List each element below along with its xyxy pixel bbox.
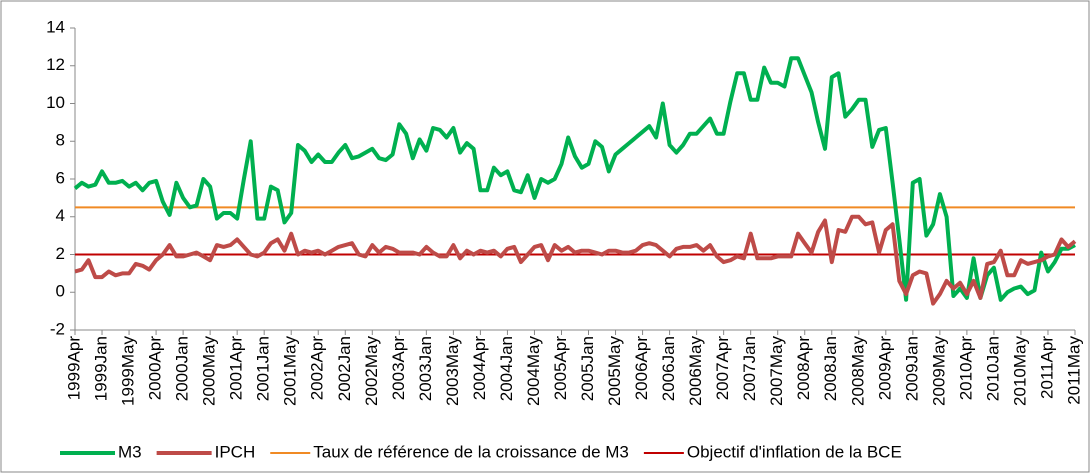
x-tick-label: 2009Apr: [875, 336, 894, 401]
x-tick-label: 2005May: [605, 336, 624, 406]
x-tick-label: 2002May: [362, 336, 381, 406]
y-tick-label: 0: [56, 282, 65, 301]
y-tick-label: 2: [56, 244, 65, 263]
x-tick-label: 2005Jan: [578, 336, 597, 401]
x-tick-label: 2011Apr: [1037, 336, 1056, 399]
y-tick-label: 4: [56, 206, 65, 225]
x-tick-label: 2011May: [1064, 336, 1083, 405]
legend-label: M3: [118, 442, 142, 461]
x-tick-label: 2009May: [929, 336, 948, 406]
x-tick-label: 2001Jan: [254, 336, 273, 401]
x-tick-label: 2007May: [767, 336, 786, 406]
series-line: [74, 214, 1077, 306]
y-tick-label: 12: [46, 55, 65, 74]
x-tick-label: 2000May: [200, 336, 219, 406]
legend-label: IPCH: [215, 442, 256, 461]
series-line: [73, 56, 1076, 302]
x-tick-label: 2000Apr: [146, 336, 165, 401]
x-tick-label: 2007Jan: [740, 336, 759, 401]
x-tick-label: 2005Apr: [551, 336, 570, 401]
x-tick-label: 2009Jan: [902, 336, 921, 401]
x-tick-label: 2008May: [848, 336, 867, 406]
x-tick-label: 2006Apr: [632, 336, 651, 401]
x-tick-label: 2003Apr: [389, 336, 408, 401]
y-tick-label: 6: [56, 168, 65, 187]
x-tick-label: 2003May: [443, 336, 462, 406]
y-tick-label: 8: [56, 131, 65, 150]
x-tick-label: 2006Jan: [659, 336, 678, 401]
x-tick-label: 2008Jan: [821, 336, 840, 401]
x-tick-label: 2008Apr: [794, 336, 813, 401]
x-tick-label: 1999Apr: [64, 336, 83, 401]
x-tick-label: 2001May: [281, 336, 300, 406]
x-tick-label: 2003Jan: [416, 336, 435, 401]
x-tick-label: 2004Apr: [470, 336, 489, 401]
x-tick-label: 2010May: [1010, 336, 1029, 406]
x-tick-label: 2002Apr: [308, 336, 327, 401]
y-tick-label: 10: [46, 93, 65, 112]
x-tick-label: 2010Apr: [956, 336, 975, 401]
x-tick-label: 1999May: [119, 336, 138, 406]
x-tick-label: 2000Jan: [173, 336, 192, 401]
x-tick-label: 2001Apr: [227, 336, 246, 401]
legend-label: Objectif d'inflation de la BCE: [687, 442, 902, 461]
x-tick-label: 2007Apr: [713, 336, 732, 401]
x-tick-label: 2004May: [524, 336, 543, 406]
x-tick-label: 2004Jan: [497, 336, 516, 401]
y-tick-label: -2: [50, 319, 65, 338]
x-tick-label: 1999Jan: [92, 336, 111, 401]
y-tick-label: 14: [46, 17, 65, 36]
x-tick-label: 2006May: [686, 336, 705, 406]
legend-label: Taux de référence de la croissance de M3: [313, 442, 629, 461]
x-tick-label: 2010Jan: [983, 336, 1002, 401]
x-tick-label: 2002Jan: [335, 336, 354, 401]
